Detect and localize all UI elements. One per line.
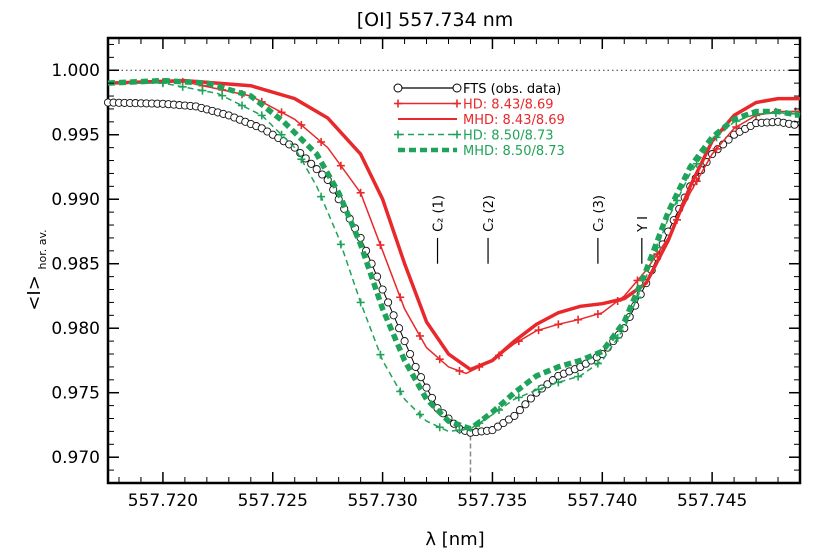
fts-data-point (411, 362, 420, 371)
reference-lines-layer (108, 69, 800, 483)
fts-data-point (790, 120, 799, 129)
x-axis-title: λ [nm] (425, 529, 484, 550)
series-0 (103, 98, 801, 437)
fts-data-point (373, 272, 382, 281)
fts-data-point (427, 393, 437, 402)
series-line-mhd-850 (107, 77, 801, 432)
fts-data-point (416, 373, 426, 382)
fts-data-point (526, 394, 535, 403)
x-tick-label: 557.720 (128, 491, 198, 511)
fts-data-point (389, 311, 398, 320)
y-tick-label: 0.980 (51, 319, 100, 339)
series-3 (108, 79, 801, 435)
legend-label: MHD: 8.50/8.73 (463, 144, 565, 159)
y-tick-label: 1.000 (51, 61, 100, 81)
x-tick-label: 557.745 (677, 491, 747, 511)
line-marker-label: C₂ (3) (592, 195, 607, 232)
axis-ticks-layer: 557.720 557.725 557.730 557.735 557.740 557.7… (51, 38, 800, 511)
fts-data-point (406, 349, 415, 359)
x-tick-label: 557.725 (238, 491, 308, 511)
legend-label: MHD: 8.43/8.69 (463, 113, 565, 128)
y-tick-label: 0.995 (51, 126, 100, 146)
series-line-hd-843 (107, 81, 800, 375)
y-axis-title: <I> hor. av. (24, 229, 49, 310)
fts-data-point (378, 285, 387, 294)
fts-data-point (400, 337, 409, 346)
fts-data-point (318, 170, 327, 179)
svg-text:<I> hor. av.: <I> hor. av. (24, 229, 49, 310)
line-marker-label: Y I (636, 216, 651, 233)
x-tick-label: 557.735 (457, 491, 527, 511)
series-line-mhd-843 (107, 78, 800, 372)
series-4 (107, 77, 801, 432)
line-markers-layer: C₂ (1) C₂ (2) C₂ (3) Y I (432, 195, 651, 264)
series-layer (103, 77, 801, 437)
fts-data-point (521, 400, 530, 409)
y-axis-title-subscript: hor. av. (36, 229, 49, 269)
plot-area-border (106, 36, 802, 485)
legend-swatch-marker (452, 83, 462, 93)
legend-label: HD: 8.50/8.73 (463, 129, 554, 144)
y-tick-label: 0.970 (51, 448, 100, 468)
y-tick-label: 0.985 (51, 255, 100, 275)
x-tick-label: 557.740 (567, 491, 637, 511)
x-tick-label: 557.730 (347, 491, 417, 511)
line-marker-label: C₂ (1) (432, 195, 447, 232)
fts-data-point (307, 159, 316, 168)
legend-swatch-marker (393, 83, 403, 93)
series-2 (107, 78, 800, 372)
chart-title: [OI] 557.734 nm (357, 9, 514, 31)
fts-data-point (493, 422, 502, 431)
y-tick-label: 0.990 (51, 190, 100, 210)
fts-data-point (422, 383, 431, 392)
fts-data-point (384, 298, 393, 307)
fts-data-point (515, 406, 524, 415)
y-axis-title-main: <I> (24, 275, 45, 310)
fts-data-point (510, 411, 519, 420)
y-tick-label: 0.975 (51, 384, 100, 404)
series-line-hd-850 (108, 82, 801, 433)
legend-label: HD: 8.43/8.69 (463, 98, 554, 113)
legend-label: FTS (obs. data) (463, 82, 561, 97)
fts-data-point (312, 165, 321, 174)
plot-frame-layer (106, 36, 802, 485)
line-marker-label: C₂ (2) (482, 195, 497, 232)
fts-data-point (301, 154, 310, 163)
fts-data-point (395, 324, 404, 333)
fts-data-point (504, 415, 513, 424)
series-1 (107, 77, 800, 375)
